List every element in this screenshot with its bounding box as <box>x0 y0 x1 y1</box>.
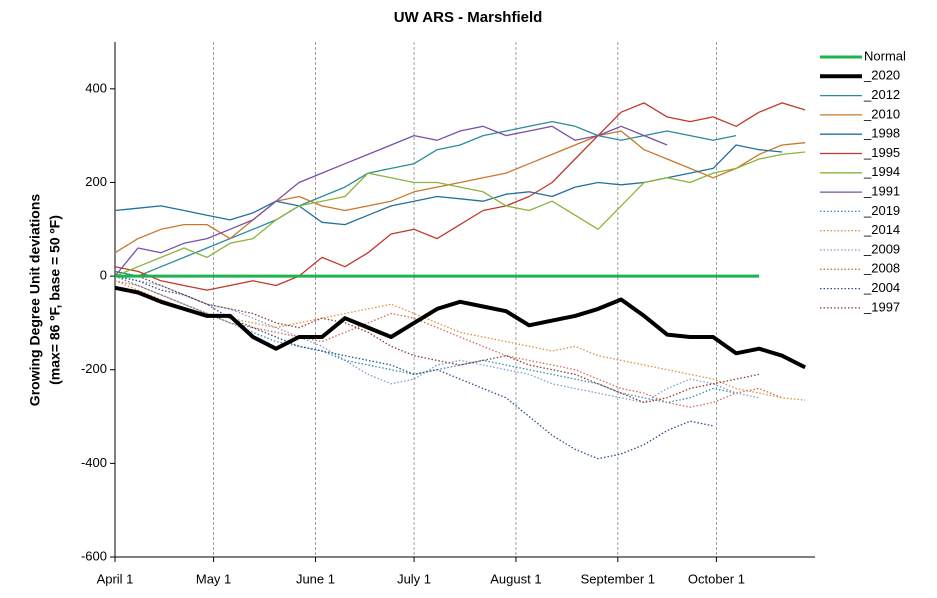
legend-label: _1997 <box>863 299 900 314</box>
series-line <box>114 120 737 277</box>
series-line <box>114 130 806 254</box>
legend-label: _2008 <box>863 261 900 276</box>
series-line <box>114 102 806 291</box>
x-tick-label: May 1 <box>196 571 231 586</box>
legend-label: _2010 <box>863 106 900 121</box>
legend-label: Normal <box>864 48 906 63</box>
y-tick-label: -400 <box>81 455 107 470</box>
series-line <box>114 125 668 277</box>
legend-label: _1991 <box>863 184 900 199</box>
y-tick-label: 0 <box>100 268 107 283</box>
legend-label: _1994 <box>863 164 900 179</box>
legend-label: _2020 <box>863 68 900 83</box>
legend-label: _2009 <box>863 241 900 256</box>
x-tick-label: June 1 <box>296 571 335 586</box>
x-tick-label: April 1 <box>97 571 134 586</box>
legend-label: _1995 <box>863 145 900 160</box>
series-line <box>114 275 760 404</box>
series-line <box>114 144 783 226</box>
y-tick-label: -200 <box>81 361 107 376</box>
legend-label: _2012 <box>863 87 900 102</box>
y-tick-label: 400 <box>85 80 107 95</box>
x-tick-label: July 1 <box>397 571 431 586</box>
series-line <box>114 270 760 404</box>
y-axis-label: (max= 86 ºF, base = 50 ºF) <box>47 215 63 385</box>
x-tick-label: August 1 <box>490 571 541 586</box>
y-tick-label: 200 <box>85 174 107 189</box>
legend-label: _1998 <box>863 126 900 141</box>
x-tick-label: September 1 <box>581 571 655 586</box>
series-line <box>114 280 783 408</box>
chart-title: UW ARS - Marshfield <box>394 9 543 26</box>
series-line <box>114 275 737 404</box>
series-line <box>114 275 714 460</box>
y-tick-label: -600 <box>81 548 107 563</box>
series-line <box>114 151 806 277</box>
legend-label: _2014 <box>863 222 900 237</box>
legend-label: _2019 <box>863 203 900 218</box>
x-tick-label: October 1 <box>688 571 745 586</box>
legend-label: _2004 <box>863 280 900 295</box>
series-line <box>114 280 806 401</box>
y-axis-label: Growing Degree Unit deviations <box>27 194 43 407</box>
series-line <box>114 285 807 370</box>
